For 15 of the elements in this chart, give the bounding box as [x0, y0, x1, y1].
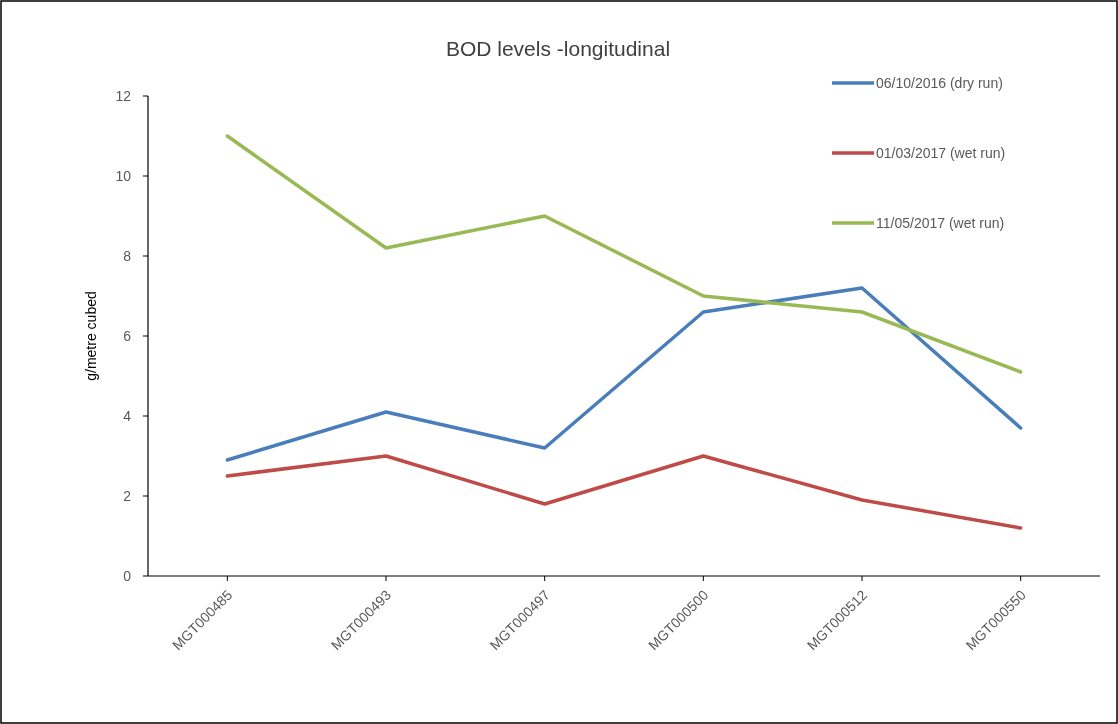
- line-series: [225, 454, 1023, 530]
- y-tick-label: 0: [123, 567, 132, 584]
- y-axis-title: g/metre cubed: [83, 291, 99, 381]
- legend-label: 11/05/2017 (wet run): [876, 214, 1005, 231]
- chart-title: BOD levels -longitudinal: [445, 37, 671, 60]
- legend-label: 01/03/2017 (wet run): [876, 144, 1006, 161]
- y-tick-label: 10: [115, 167, 132, 184]
- line-series: [225, 286, 1023, 462]
- y-tick-label: 4: [123, 407, 132, 424]
- y-tick-label: 6: [123, 327, 132, 344]
- line-series: [225, 134, 1023, 374]
- legend-label: 06/10/2016 (dry run): [876, 74, 1003, 91]
- y-tick-label: 12: [115, 87, 132, 104]
- y-tick-label: 8: [123, 247, 132, 264]
- y-tick-label: 2: [123, 487, 132, 504]
